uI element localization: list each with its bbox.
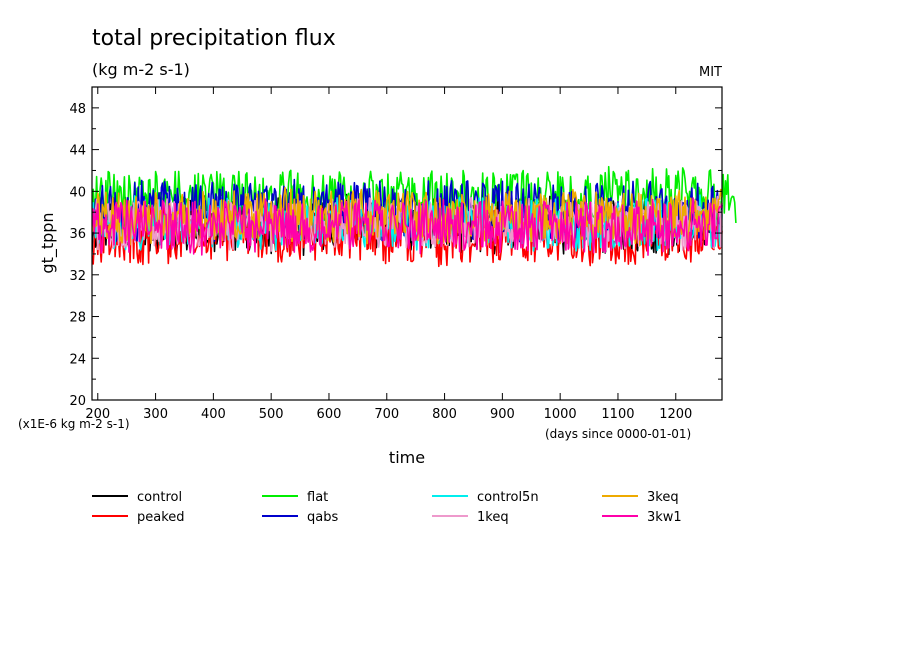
- x-tick-label: 400: [201, 407, 226, 422]
- y-tick-label: 44: [69, 144, 86, 159]
- series-line-3keq: [92, 186, 723, 247]
- x-tick-label: 200: [85, 407, 110, 422]
- y-tick-label: 32: [69, 269, 86, 284]
- source-label: MIT: [699, 65, 722, 80]
- x-tick-label: 1100: [601, 407, 634, 422]
- x-tick-label: 1000: [544, 407, 577, 422]
- plot-frame: [91, 86, 723, 401]
- series-layer: [92, 165, 737, 268]
- x-tick-label: 500: [259, 407, 284, 422]
- legend-label: flat: [307, 490, 328, 505]
- x-tick-label: 900: [490, 407, 515, 422]
- y-axis-label: gt_tppn: [38, 212, 58, 273]
- legend: control peaked flat qabs control5n 1keq 3keq 3k…: [92, 490, 682, 525]
- x-tick-label: 1200: [659, 407, 692, 422]
- y-tick-label: 24: [69, 352, 86, 367]
- x-tick-label: 300: [143, 407, 168, 422]
- y-tick-label: 36: [69, 227, 86, 242]
- y-unit-note: (x1E-6 kg m-2 s-1): [18, 417, 130, 431]
- axis-ticks: 200 300 400 500 600 700 800 900 1000 1100 1200 20 24…: [69, 86, 722, 422]
- x-unit-note: (days since 0000-01-01): [545, 427, 691, 441]
- legend-label: control: [137, 490, 182, 505]
- legend-label: control5n: [477, 490, 539, 505]
- x-tick-label: 600: [317, 407, 342, 422]
- legend-label: 3keq: [647, 490, 679, 505]
- x-tick-label: 800: [432, 407, 457, 422]
- series-line-3kw1: [92, 197, 723, 256]
- legend-label: peaked: [137, 510, 185, 525]
- y-tick-label: 28: [69, 311, 86, 326]
- legend-label: 3kw1: [647, 510, 682, 525]
- y-tick-label: 40: [69, 185, 86, 200]
- legend-label: qabs: [307, 510, 338, 525]
- chart-subtitle: (kg m-2 s-1): [92, 60, 190, 79]
- chart-title: total precipitation flux: [92, 26, 336, 51]
- x-tick-label: 700: [374, 407, 399, 422]
- y-tick-label: 48: [69, 102, 86, 117]
- x-axis-label: time: [389, 448, 425, 467]
- y-tick-label: 20: [69, 394, 86, 409]
- legend-label: 1keq: [477, 510, 509, 525]
